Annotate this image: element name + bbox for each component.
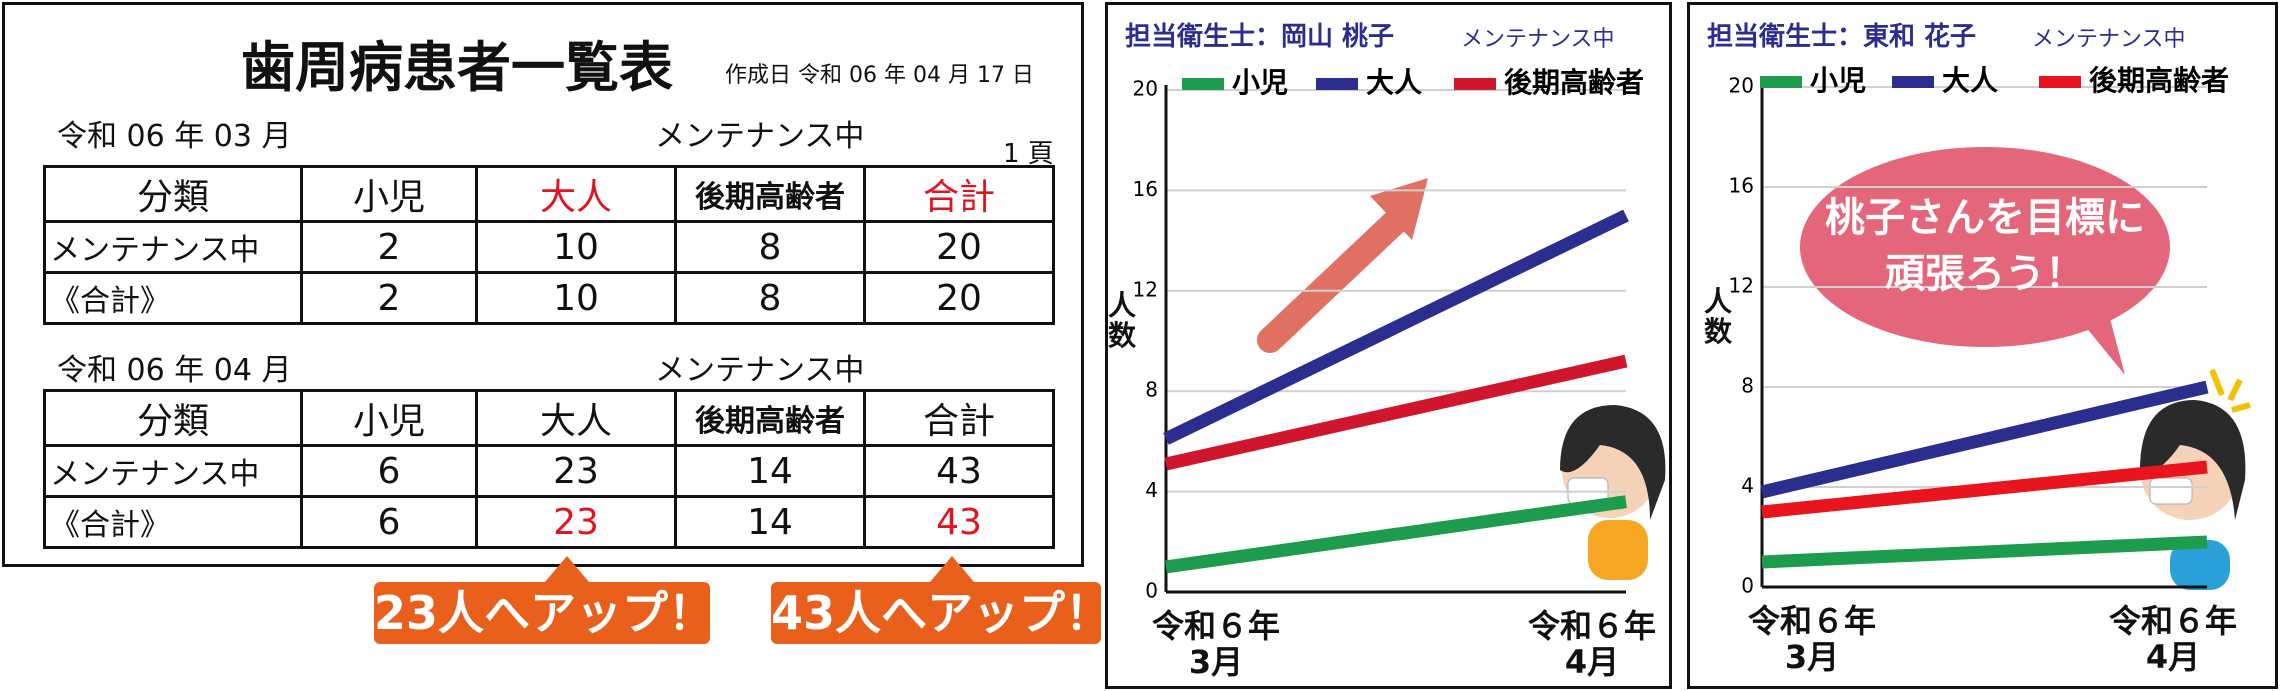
legend-label: 小児 xyxy=(1232,66,1288,99)
header-cell: 大人 xyxy=(475,165,677,223)
y-tick-label: 12 xyxy=(1729,274,1754,298)
patient-table: 分類 小児 大人 後期高齢者 合計 メンテナンス中 2 10 8 20 《合計》 2 10 8 20 xyxy=(43,165,1055,325)
y-axis-label: 人 数 xyxy=(1108,289,1137,352)
series-line xyxy=(1760,380,2209,499)
y-tick-label: 16 xyxy=(1729,174,1754,198)
series-line xyxy=(1164,354,1628,471)
legend-label: 大人 xyxy=(1942,64,1998,97)
series-line xyxy=(1761,535,2208,569)
header-cell: 分類 xyxy=(43,165,303,223)
table-panel: 歯周病患者一覧表 作成日 令和 06 年 04 月 17 日 1 頁 令和 06… xyxy=(2,2,1084,567)
series-line xyxy=(1163,209,1629,445)
table-title: 歯周病患者一覧表 xyxy=(241,36,673,99)
table-cell: 43 xyxy=(863,495,1055,549)
trend-arrow-head xyxy=(1370,178,1428,240)
table-cell: メンテナンス中 xyxy=(43,444,303,498)
header-row: 分類 小児 大人 後期高齢者 合計 xyxy=(43,165,1055,223)
table-cell: 2 xyxy=(300,220,478,274)
x-tick-label: 令和６年 4月 xyxy=(2108,602,2237,676)
chart-subtitle: メンテナンス中 xyxy=(1461,27,1615,52)
header-cell: 合計 xyxy=(863,389,1055,447)
table-cell: 《合計》 xyxy=(43,495,303,549)
created-date: 作成日 令和 06 年 04 月 17 日 xyxy=(725,63,1034,88)
legend-label: 大人 xyxy=(1366,66,1422,99)
trend-arrow xyxy=(1257,209,1408,353)
table-cell: 6 xyxy=(300,444,478,498)
table-cell: メンテナンス中 xyxy=(43,220,303,274)
section-month: 令和 06 年 04 月 xyxy=(57,353,292,388)
table-row: 《合計》 6 23 14 43 xyxy=(43,495,1055,549)
legend-label: 小児 xyxy=(1810,64,1866,97)
table-cell: 8 xyxy=(674,271,866,325)
y-tick-label: 0 xyxy=(1145,579,1158,603)
header-cell: 小児 xyxy=(300,389,478,447)
table-row: メンテナンス中 2 10 8 20 xyxy=(43,220,1055,274)
series-line xyxy=(1165,495,1627,574)
table-cell: 6 xyxy=(300,495,478,549)
table-cell: 20 xyxy=(863,271,1055,325)
y-tick-label: 4 xyxy=(1741,474,1754,498)
y-axis-label: 人 数 xyxy=(1704,285,1733,348)
y-tick-label: 4 xyxy=(1145,478,1158,502)
x-tick-label: 令和６年 4月 xyxy=(1527,607,1656,681)
table-cell: 20 xyxy=(863,220,1055,274)
table-cell: 2 xyxy=(300,271,478,325)
table-cell: 10 xyxy=(475,271,677,325)
table-cell: 23 xyxy=(475,444,677,498)
callout: 23人へアップ！ xyxy=(374,582,714,644)
chart-panel xyxy=(1687,2,2278,689)
table-row: 《合計》 2 10 8 20 xyxy=(43,271,1055,325)
callout: 43人へアップ！ xyxy=(771,582,1111,644)
x-tick-label: 令和６年 3月 xyxy=(1747,602,1876,676)
patient-table: 分類 小児 大人 後期高齢者 合計 メンテナンス中 6 23 14 43 《合計》 6 23 14 43 xyxy=(43,389,1055,549)
chart-title: 担当衛生士：岡山 桃子 xyxy=(1125,22,1395,52)
header-cell: 後期高齢者 xyxy=(674,389,866,447)
table-cell: 《合計》 xyxy=(43,271,303,325)
series-line xyxy=(1761,460,2208,519)
header-cell: 分類 xyxy=(43,389,303,447)
header-cell: 大人 xyxy=(475,389,677,447)
table-cell: 14 xyxy=(674,444,866,498)
chart-subtitle: メンテナンス中 xyxy=(2032,27,2186,52)
y-tick-label: 20 xyxy=(1729,74,1754,98)
page-number: 1 頁 xyxy=(1003,139,1054,169)
y-tick-label: 16 xyxy=(1133,177,1158,201)
header-cell: 小児 xyxy=(300,165,478,223)
section-status: メンテナンス中 xyxy=(655,353,865,388)
table-cell: 23 xyxy=(475,495,677,549)
header-row: 分類 小児 大人 後期高齢者 合計 xyxy=(43,389,1055,447)
x-tick-label: 令和６年 3月 xyxy=(1151,607,1280,681)
chart-title: 担当衛生士：東和 花子 xyxy=(1707,22,1977,52)
callout-pointer xyxy=(545,556,589,582)
table-cell: 43 xyxy=(863,444,1055,498)
section-month: 令和 06 年 03 月 xyxy=(57,119,292,154)
header-cell: 合計 xyxy=(863,165,1055,223)
table-row: メンテナンス中 6 23 14 43 xyxy=(43,444,1055,498)
legend-label: 後期高齢者 xyxy=(1504,66,1644,99)
header-cell: 後期高齢者 xyxy=(674,165,866,223)
y-tick-label: 8 xyxy=(1145,378,1158,402)
y-tick-label: 20 xyxy=(1133,77,1158,101)
table-cell: 14 xyxy=(674,495,866,549)
y-tick-label: 0 xyxy=(1741,574,1754,598)
table-cell: 8 xyxy=(674,220,866,274)
callout-pointer xyxy=(930,556,974,582)
y-tick-label: 8 xyxy=(1741,374,1754,398)
legend-label: 後期高齢者 xyxy=(2089,64,2229,97)
character xyxy=(1560,405,1666,580)
section-status: メンテナンス中 xyxy=(655,119,865,154)
speech-bubble xyxy=(1800,147,2170,347)
y-tick-label: 12 xyxy=(1133,277,1158,301)
annotation: 桃子さんを目標に 頑張ろう！ xyxy=(1825,195,2145,297)
table-cell: 10 xyxy=(475,220,677,274)
chart-panel xyxy=(1105,2,1672,689)
